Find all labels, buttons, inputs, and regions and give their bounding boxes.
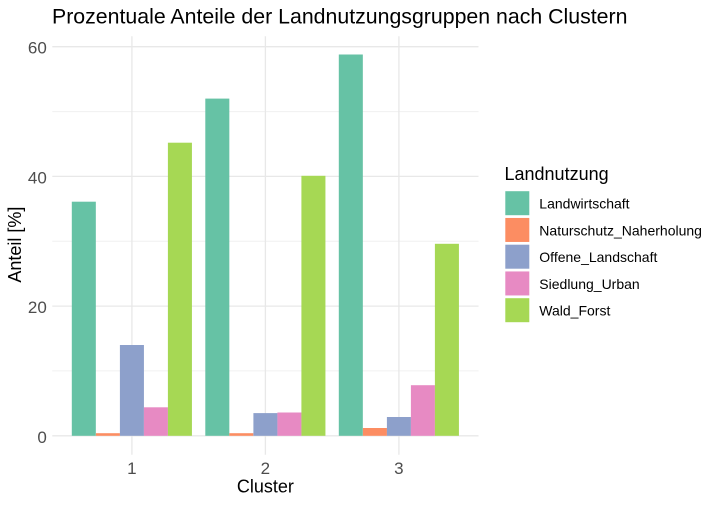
svg-text:Siedlung_Urban: Siedlung_Urban: [539, 276, 639, 292]
svg-text:60: 60: [28, 39, 47, 58]
svg-text:20: 20: [28, 298, 47, 317]
svg-text:2: 2: [261, 459, 270, 478]
svg-text:3: 3: [394, 459, 403, 478]
svg-text:Naturschutz_Naherholung: Naturschutz_Naherholung: [539, 222, 702, 238]
svg-text:Prozentuale Anteile der Landnu: Prozentuale Anteile der Landnutzungsgrup…: [52, 5, 627, 29]
svg-text:Offene_Landschaft: Offene_Landschaft: [539, 249, 657, 265]
svg-text:0: 0: [37, 428, 46, 447]
svg-text:40: 40: [28, 168, 47, 187]
svg-text:Anteil [%]: Anteil [%]: [5, 207, 25, 283]
svg-text:Cluster: Cluster: [237, 477, 294, 497]
svg-text:Landnutzung: Landnutzung: [505, 164, 609, 184]
svg-text:Landwirtschaft: Landwirtschaft: [539, 196, 629, 212]
svg-text:1: 1: [127, 459, 136, 478]
svg-text:Wald_Forst: Wald_Forst: [539, 303, 610, 319]
